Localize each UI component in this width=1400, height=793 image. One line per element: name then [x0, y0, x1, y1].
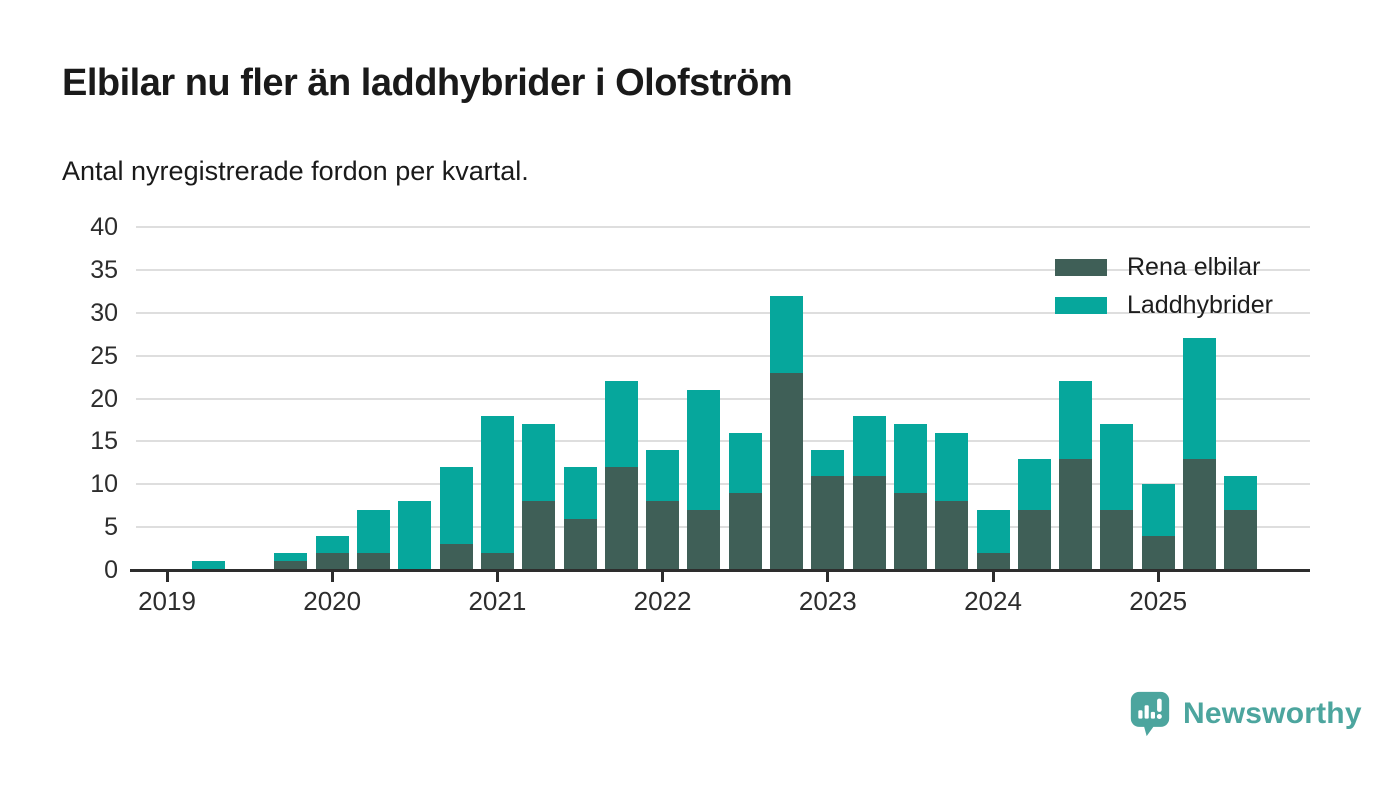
legend-label: Laddhybrider: [1127, 290, 1273, 319]
bar-laddhybrider-2025K2: [1183, 338, 1216, 459]
bar-rena-elbilar-2022K1: [646, 501, 680, 570]
y-axis-label-20: 20: [90, 384, 118, 413]
bar-laddhybrider-2024K1: [976, 509, 1010, 553]
y-axis-label-0: 0: [104, 556, 118, 584]
y-axis-label-5: 5: [104, 513, 118, 542]
bar-laddhybrider-2023K2: [852, 415, 886, 476]
bar-rena-elbilar-2021K2: [522, 501, 556, 570]
bar-laddhybrider-2023K1: [811, 449, 845, 476]
bar-rena-elbilar-2023K3: [893, 492, 927, 570]
x-axis-line: [130, 568, 1310, 572]
x-axis-label-2025: 2025: [1129, 586, 1188, 616]
bar-laddhybrider-2022K2: [687, 389, 721, 510]
bar-rena-elbilar-2020K4: [439, 544, 473, 570]
x-axis-tick-2019: [165, 571, 169, 582]
x-axis-label-2022: 2022: [633, 586, 692, 616]
legend-item-rena-elbilar: Rena elbilar: [1055, 252, 1273, 282]
bar-laddhybrider-2019K4: [274, 552, 308, 562]
x-axis-label-2020: 2020: [303, 586, 362, 616]
bar-rena-elbilar-2025K2: [1183, 458, 1216, 570]
bar-laddhybrider-2023K3: [893, 424, 927, 493]
newsworthy-brand: Newsworthy: [1130, 690, 1362, 738]
bar-rena-elbilar-2021K1: [480, 552, 514, 570]
bar-laddhybrider-2022K3: [728, 432, 762, 493]
bar-laddhybrider-2022K4: [770, 295, 803, 373]
bar-laddhybrider-2024K2: [1017, 458, 1051, 510]
newsworthy-logo-text: Newsworthy: [1183, 697, 1362, 730]
y-axis-label-30: 30: [90, 298, 118, 327]
newsworthy-logo-icon: [1130, 691, 1170, 737]
chart-legend: Rena elbilar Laddhybrider: [1055, 252, 1273, 328]
gridline-15: [136, 440, 1310, 443]
bar-laddhybrider-2020K2: [357, 509, 390, 553]
legend-label: Rena elbilar: [1127, 252, 1261, 281]
bar-laddhybrider-2021K4: [604, 381, 638, 468]
x-axis-label-2024: 2024: [964, 586, 1022, 616]
bar-laddhybrider-2021K3: [563, 467, 597, 519]
bar-laddhybrider-2024K3: [1059, 381, 1093, 459]
x-axis-label-2021: 2021: [468, 586, 527, 616]
gridline-25: [136, 354, 1310, 357]
x-axis-tick-2021: [495, 571, 499, 582]
bar-rena-elbilar-2023K2: [852, 475, 886, 570]
bar-rena-elbilar-2024K4: [1100, 509, 1134, 570]
bar-rena-elbilar-2025K3: [1224, 509, 1258, 570]
bar-laddhybrider-2025K3: [1224, 475, 1258, 510]
x-axis-tick-2023: [826, 571, 830, 582]
bar-laddhybrider-2020K4: [439, 467, 473, 545]
x-axis-tick-2022: [661, 571, 665, 582]
bar-laddhybrider-2023K4: [935, 432, 969, 502]
y-axis-label-25: 25: [90, 341, 118, 370]
bar-rena-elbilar-2023K4: [935, 501, 969, 570]
gridline-5: [136, 526, 1310, 529]
bar-rena-elbilar-2022K2: [687, 509, 721, 570]
bar-rena-elbilar-2024K2: [1017, 509, 1051, 570]
gridline-35: [136, 268, 1310, 271]
bar-rena-elbilar-2021K4: [604, 467, 638, 570]
bar-rena-elbilar-2025K1: [1141, 535, 1175, 570]
bar-laddhybrider-2020K3: [398, 501, 432, 570]
bar-rena-elbilar-2021K3: [563, 518, 597, 570]
bar-rena-elbilar-2023K1: [811, 475, 845, 570]
bar-laddhybrider-2022K1: [646, 449, 680, 502]
bar-rena-elbilar-2022K3: [728, 492, 762, 570]
page-subtitle: Antal nyregistrerade fordon per kvartal.: [62, 156, 529, 186]
legend-item-laddhybrider: Laddhybrider: [1055, 290, 1273, 320]
page-title: Elbilar nu fler än laddhybrider i Olofst…: [62, 62, 793, 104]
legend-swatch-laddhybrider: [1055, 296, 1107, 314]
y-axis-label-15: 15: [90, 427, 118, 456]
bar-laddhybrider-2020K1: [315, 535, 349, 553]
gridline-20: [136, 397, 1310, 400]
bar-laddhybrider-2019K2: [191, 561, 225, 570]
bar-rena-elbilar-2019K4: [274, 561, 308, 570]
bar-rena-elbilar-2024K3: [1059, 458, 1093, 570]
x-axis-tick-2025: [1156, 571, 1160, 582]
bar-laddhybrider-2024K4: [1100, 424, 1134, 510]
bar-laddhybrider-2025K1: [1141, 484, 1175, 536]
y-axis-label-35: 35: [90, 255, 118, 284]
x-axis-label-2023: 2023: [798, 586, 857, 616]
x-axis-label-2019: 2019: [138, 586, 196, 616]
y-axis-label-10: 10: [90, 470, 118, 499]
bar-rena-elbilar-2022K4: [770, 372, 803, 570]
bar-laddhybrider-2021K2: [522, 424, 556, 502]
bar-rena-elbilar-2024K1: [976, 552, 1010, 570]
legend-swatch-rena-elbilar: [1055, 258, 1107, 276]
gridline-40: [136, 226, 1310, 228]
y-axis-label-40: 40: [90, 213, 118, 241]
x-axis-tick-2024: [991, 571, 995, 582]
bar-laddhybrider-2021K1: [480, 415, 514, 553]
x-axis-tick-2020: [330, 571, 334, 582]
bar-rena-elbilar-2020K1: [315, 552, 349, 570]
bar-rena-elbilar-2020K2: [357, 552, 390, 570]
gridline-10: [136, 483, 1310, 486]
gridline-30: [136, 311, 1310, 314]
